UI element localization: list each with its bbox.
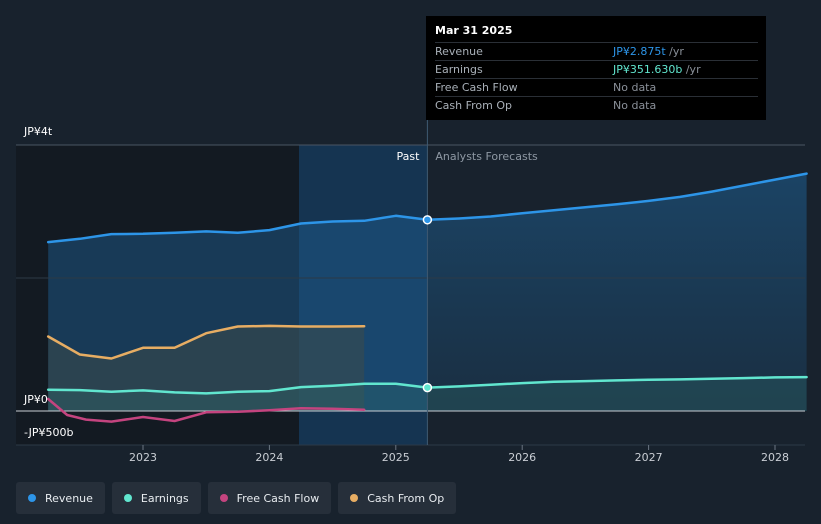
tooltip-row-revenue: Revenue JP¥2.875t /yr — [435, 42, 758, 60]
y-tick-label: -JP¥500b — [24, 426, 73, 439]
tooltip-row-fcf: Free Cash Flow No data — [435, 78, 758, 96]
legend: Revenue Earnings Free Cash Flow Cash Fro… — [16, 482, 457, 514]
past-label: Past — [396, 150, 420, 163]
legend-dot-icon — [219, 494, 228, 502]
legend-label: Free Cash Flow — [236, 491, 320, 505]
tooltip-row-earnings: Earnings JP¥351.630b /yr — [435, 60, 758, 78]
legend-label: Earnings — [140, 491, 189, 505]
series-line-free-cash-flow — [46, 397, 366, 423]
legend-label: Cash From Op — [367, 491, 445, 505]
tooltip-label: Earnings — [435, 63, 483, 76]
tooltip-row-cfo: Cash From Op No data — [435, 96, 758, 114]
earnings-marker — [422, 382, 433, 393]
tooltip-label: Cash From Op — [435, 99, 513, 112]
x-tick-label: 2027 — [635, 451, 663, 464]
revenue-marker — [422, 215, 433, 225]
legend-dot-icon — [350, 494, 359, 502]
legend-item-free-cash-flow[interactable]: Free Cash Flow — [207, 482, 332, 514]
tooltip-unit: /yr — [665, 45, 684, 58]
forecast-label: Analysts Forecasts — [435, 150, 538, 163]
x-tick-label: 2025 — [382, 451, 410, 464]
x-tick-label: 2023 — [129, 451, 157, 464]
x-tick-label: 2024 — [255, 451, 283, 464]
series-line-cash-from-op — [46, 324, 366, 360]
tooltip-value-fcf: No data — [613, 81, 657, 94]
y-tick-label: JP¥4t — [23, 125, 53, 138]
tooltip-label: Revenue — [435, 45, 483, 58]
tooltip-value-revenue: JP¥2.875t — [613, 45, 666, 58]
tooltip: Mar 31 2025 Revenue JP¥2.875t /yr Earnin… — [426, 16, 766, 120]
tooltip-value-earnings: JP¥351.630b — [613, 63, 683, 76]
legend-item-revenue[interactable]: Revenue — [16, 482, 105, 514]
legend-dot-icon — [28, 494, 36, 502]
y-tick-label: JP¥0 — [23, 393, 48, 406]
legend-dot-icon — [123, 494, 132, 502]
tooltip-value-cfo: No data — [613, 99, 657, 112]
x-tick-label: 2028 — [761, 451, 789, 464]
legend-label: Revenue — [45, 491, 93, 505]
legend-item-earnings[interactable]: Earnings — [111, 482, 201, 514]
x-tick-label: 2026 — [508, 451, 536, 464]
revenue-area-forecast — [427, 173, 807, 411]
legend-item-cash-from-op[interactable]: Cash From Op — [338, 482, 457, 514]
tooltip-label: Free Cash Flow — [435, 81, 518, 94]
tooltip-date: Mar 31 2025 — [435, 24, 513, 37]
tooltip-unit: /yr — [682, 63, 701, 76]
